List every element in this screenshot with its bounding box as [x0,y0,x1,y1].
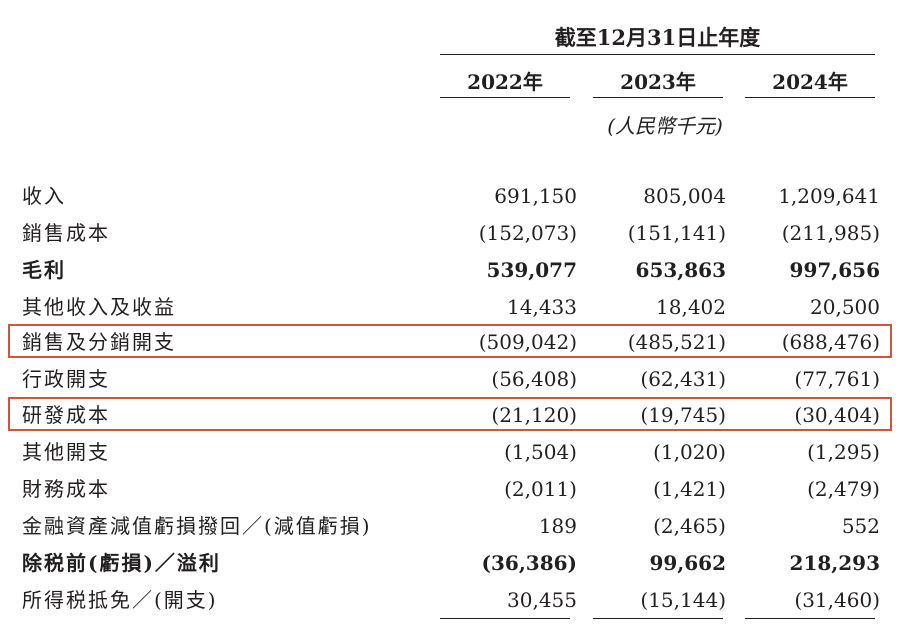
value-2022: (509,042) [478,330,577,354]
row-label: 除税前(虧損)／溢利 [22,551,221,575]
period-rule [440,54,875,55]
value-2024: 20,500 [810,295,880,319]
value-2024: 1,209,641 [778,184,880,208]
value-2023: (485,521) [627,330,726,354]
bottom-rule-2024 [745,618,875,619]
value-2022: 539,077 [486,258,577,282]
table-row: 銷售及分銷開支 (509,042) (485,521) (688,476) [0,324,900,361]
value-2022: (1,504) [504,440,577,464]
table-row: 其他開支 (1,504) (1,020) (1,295) [0,434,900,471]
value-2024: (1,295) [807,440,880,464]
table-row: 所得税抵免／(開支) 30,455 (15,144) (31,460) [0,582,900,619]
year-2023-rule [593,97,723,98]
year-2022-rule [440,97,570,98]
value-2023: (62,431) [640,367,726,391]
value-2022: 691,150 [494,184,577,208]
value-2023: (151,141) [627,221,726,245]
table-row: 研發成本 (21,120) (19,745) (30,404) [0,397,900,434]
value-2022: 189 [538,514,577,538]
row-label: 銷售成本 [22,221,110,245]
period-header: 截至12月31日止年度 [554,25,761,50]
unit-label: (人民幣千元) [607,114,723,138]
row-label: 財務成本 [22,477,110,501]
value-2023: (15,144) [640,588,726,612]
value-2023: 805,004 [643,184,726,208]
value-2024: (2,479) [807,477,880,501]
row-label: 所得税抵免／(開支) [22,588,218,612]
value-2022: 30,455 [507,588,577,612]
value-2023: (1,421) [653,477,726,501]
year-2024-rule [745,97,875,98]
value-2024: (30,404) [794,403,880,427]
table-row: 行政開支 (56,408) (62,431) (77,761) [0,361,900,398]
value-2022: 14,433 [507,295,577,319]
value-2024: (211,985) [781,221,880,245]
year-2022-header: 2022年 [467,70,543,94]
highlight-box-rnd [8,397,892,431]
table-row: 金融資產減值虧損撥回／(減值虧損) 189 (2,465) 552 [0,508,900,545]
value-2022: (56,408) [491,367,577,391]
row-label: 行政開支 [22,367,110,391]
value-2023: (2,465) [653,514,726,538]
value-2024: 997,656 [789,258,880,282]
table-row: 銷售成本 (152,073) (151,141) (211,985) [0,215,900,252]
value-2023: (19,745) [640,403,726,427]
value-2023: 99,662 [649,551,726,575]
value-2023: 18,402 [656,295,726,319]
table-row: 財務成本 (2,011) (1,421) (2,479) [0,471,900,508]
value-2024: 552 [841,514,880,538]
value-2024: (77,761) [794,367,880,391]
year-2023-header: 2023年 [620,70,696,94]
table-row: 其他收入及收益 14,433 18,402 20,500 [0,289,900,326]
highlight-box-selling [8,324,892,358]
table-row: 除税前(虧損)／溢利 (36,386) 99,662 218,293 [0,545,900,582]
value-2024: (688,476) [781,330,880,354]
bottom-rule-2023 [593,618,723,619]
value-2024: (31,460) [794,588,880,612]
table-row: 毛利 539,077 653,863 997,656 [0,252,900,289]
year-2024-header: 2024年 [772,70,848,94]
row-label: 研發成本 [22,403,110,427]
value-2022: (36,386) [481,551,577,575]
value-2022: (152,073) [478,221,577,245]
row-label: 銷售及分銷開支 [22,330,176,354]
value-2024: 218,293 [789,551,880,575]
row-label: 毛利 [22,258,66,282]
value-2022: (21,120) [491,403,577,427]
row-label: 收入 [22,184,66,208]
value-2023: 653,863 [635,258,726,282]
row-label: 其他開支 [22,440,110,464]
value-2022: (2,011) [504,477,577,501]
bottom-rule-2022 [440,618,570,619]
value-2023: (1,020) [653,440,726,464]
row-label: 其他收入及收益 [22,295,176,319]
row-label: 金融資產減值虧損撥回／(減值虧損) [22,514,372,538]
table-row: 收入 691,150 805,004 1,209,641 [0,178,900,215]
